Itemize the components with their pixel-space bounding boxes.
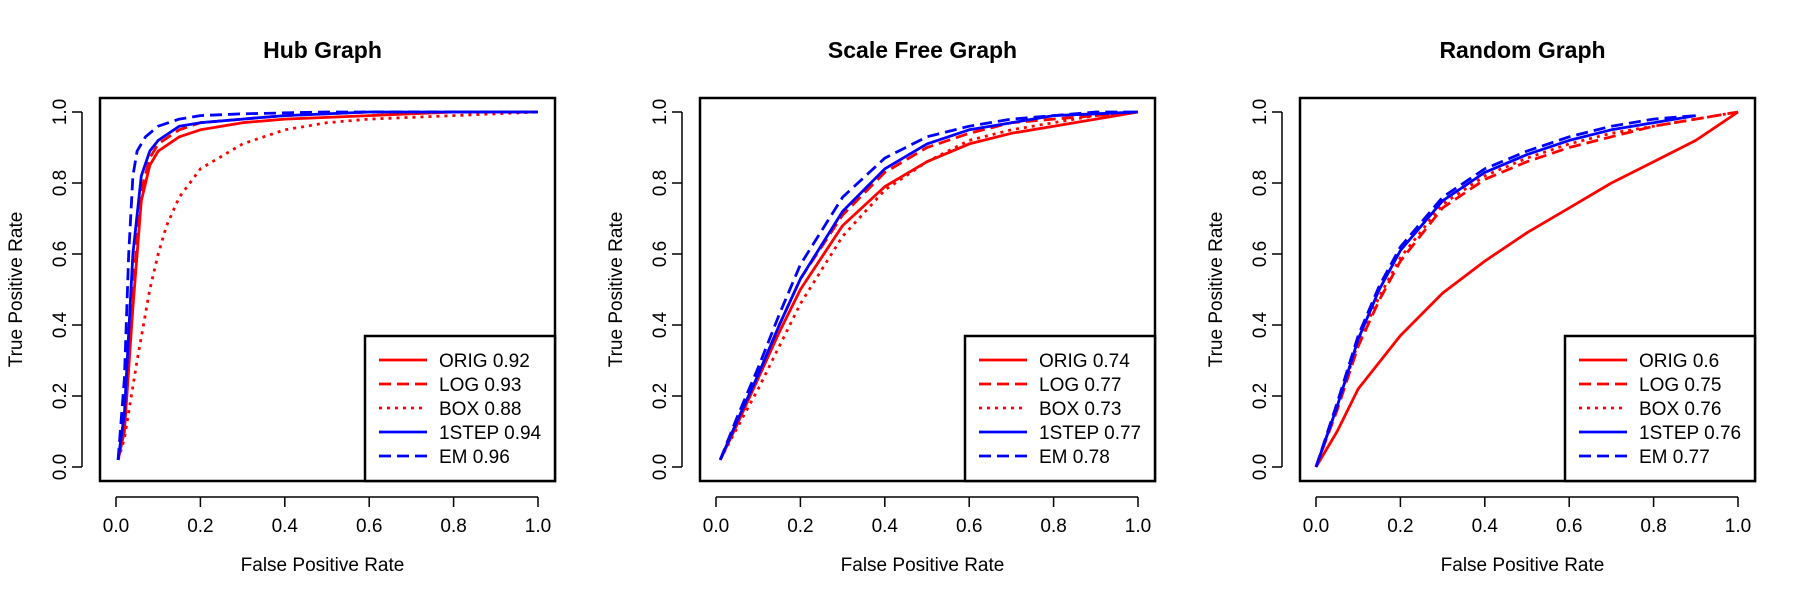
series-line-orig (1314, 110, 1739, 468)
y-axis-label: True Positive Rate (606, 212, 627, 368)
legend-label-log: LOG 0.77 (1039, 375, 1121, 396)
y-tick-label: 0.4 (650, 311, 671, 338)
y-axis-label: True Positive Rate (1206, 212, 1227, 368)
plot-frame (98, 96, 557, 483)
x-tick-label: 0.0 (103, 516, 129, 537)
plot-frame (698, 96, 1157, 483)
legend-label-box: BOX 0.76 (1639, 399, 1721, 420)
y-tick-label: 1.0 (650, 99, 671, 125)
x-tick-label: 1.0 (1125, 516, 1151, 537)
chart-title: Scale Free Graph (828, 37, 1017, 63)
y-tick-label: 0.0 (650, 454, 671, 480)
legend-label-box: BOX 0.73 (1039, 399, 1121, 420)
x-tick-label: 0.4 (1472, 516, 1499, 537)
legend-label-box: BOX 0.88 (439, 399, 521, 420)
y-tick-label: 0.0 (50, 454, 71, 480)
chart-panel-2: Scale Free Graph 0.0 0.2 0.4 0.6 0.8 1.0 0.0 0.2… (606, 37, 1157, 576)
x-tick-label: 0.2 (187, 516, 213, 537)
x-tick-label: 0.2 (787, 516, 813, 537)
plot-frame (1298, 96, 1757, 483)
x-tick-label: 0.6 (956, 516, 982, 537)
chart-panel-3: Random Graph 0.0 0.2 0.4 0.6 0.8 1.0 0.0 0.2 0.4 0… (1206, 37, 1757, 576)
series-line-em (718, 110, 1138, 461)
y-tick-label: 0.4 (1250, 311, 1271, 338)
x-tick-label: 0.6 (356, 516, 382, 537)
series-line-1step (1314, 114, 1697, 468)
y-tick-label: 0.2 (1250, 383, 1271, 409)
legend-label-1step: 1STEP 0.77 (1039, 423, 1141, 444)
chart-panel-1: Hub Graph 0.0 0.2 0.4 0.6 0.8 1.0 0.0 0.2 0.4 0.6 0… (6, 37, 557, 576)
y-tick-label: 0.0 (1250, 454, 1271, 480)
x-tick-label: 0.6 (1556, 516, 1582, 537)
y-axis-label: True Positive Rate (6, 212, 27, 368)
y-tick-label: 0.6 (1250, 241, 1271, 267)
legend: ORIG 0.6 LOG 0.75 BOX 0.76 1STEP 0.76 EM 0.7… (1563, 334, 1757, 483)
series-line-em (1314, 114, 1696, 468)
legend-label-orig: ORIG 0.92 (439, 351, 530, 372)
y-tick-label: 0.8 (50, 170, 71, 196)
series-line-box (718, 110, 1139, 461)
x-axis-label: False Positive Rate (841, 555, 1005, 576)
y-tick-label: 0.6 (650, 241, 671, 267)
chart-title: Hub Graph (263, 37, 382, 63)
chart-title: Random Graph (1439, 37, 1605, 63)
series-line-1step (116, 110, 538, 461)
legend-label-orig: ORIG 0.6 (1639, 351, 1719, 372)
x-axis-label: False Positive Rate (241, 555, 405, 576)
legend-label-orig: ORIG 0.74 (1039, 351, 1130, 372)
legend-label-log: LOG 0.75 (1639, 375, 1721, 396)
x-tick-label: 0.0 (1303, 516, 1329, 537)
series-line-box (116, 110, 539, 461)
x-tick-label: 0.8 (1640, 516, 1666, 537)
legend-label-1step: 1STEP 0.94 (439, 423, 542, 444)
y-tick-label: 0.2 (50, 383, 71, 409)
series-line-orig (718, 110, 1139, 461)
x-tick-label: 1.0 (525, 516, 551, 537)
series-line-box (1314, 110, 1739, 468)
series-line-em (116, 110, 538, 461)
x-tick-label: 0.4 (872, 516, 899, 537)
y-tick-label: 0.8 (650, 170, 671, 196)
legend: ORIG 0.74 LOG 0.77 BOX 0.73 1STEP 0.77 EM 0.… (963, 334, 1157, 483)
y-tick-label: 0.4 (50, 311, 71, 338)
legend-label-em: EM 0.77 (1639, 447, 1710, 468)
legend-label-em: EM 0.78 (1039, 447, 1110, 468)
y-tick-label: 0.2 (650, 383, 671, 409)
x-tick-label: 0.0 (703, 516, 729, 537)
x-tick-label: 0.4 (272, 516, 299, 537)
legend: ORIG 0.92 LOG 0.93 BOX 0.88 1STEP 0.94 EM 0.… (363, 334, 557, 483)
legend-label-em: EM 0.96 (439, 447, 510, 468)
y-tick-label: 1.0 (50, 99, 71, 125)
series-line-log (1314, 110, 1739, 468)
y-tick-label: 0.6 (50, 241, 71, 267)
y-tick-label: 0.8 (1250, 170, 1271, 196)
legend-label-1step: 1STEP 0.76 (1639, 423, 1741, 444)
y-tick-label: 1.0 (1250, 99, 1271, 125)
series-line-log (116, 110, 538, 461)
x-axis-label: False Positive Rate (1441, 555, 1605, 576)
x-tick-label: 0.2 (1387, 516, 1413, 537)
x-tick-label: 1.0 (1725, 516, 1751, 537)
legend-label-log: LOG 0.93 (439, 375, 521, 396)
x-tick-label: 0.8 (440, 516, 466, 537)
x-tick-label: 0.8 (1040, 516, 1066, 537)
